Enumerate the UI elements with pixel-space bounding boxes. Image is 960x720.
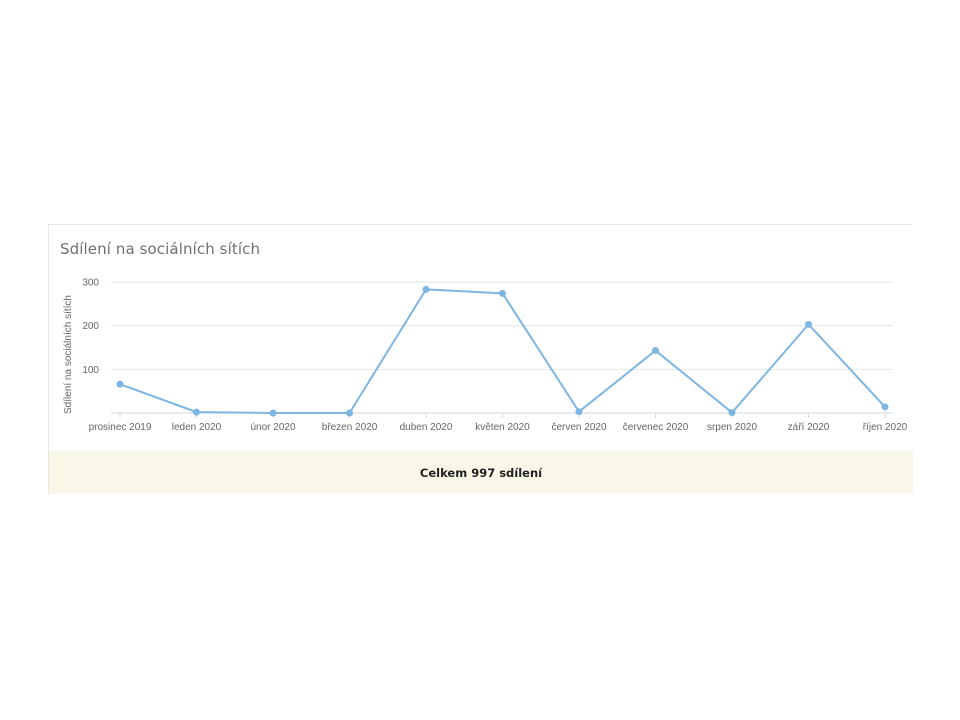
x-tick-label: květen 2020 (475, 422, 530, 433)
data-point[interactable] (652, 347, 659, 355)
y-tick-label: 100 (82, 365, 99, 376)
y-tick-label: 200 (82, 321, 99, 332)
total-shares-footer: Celkem 997 sdílení (49, 451, 913, 494)
data-point[interactable] (422, 285, 430, 293)
x-tick-label: srpen 2020 (707, 422, 757, 433)
y-axis-label: Sdílení na sociálních sítích (63, 295, 74, 414)
x-tick-label: březen 2020 (322, 422, 378, 433)
data-point[interactable] (346, 409, 353, 417)
data-point[interactable] (575, 408, 583, 416)
data-point[interactable] (728, 409, 736, 417)
x-tick-label: únor 2020 (250, 422, 295, 433)
x-tick-label: prosinec 2019 (89, 422, 152, 433)
y-tick-label: 300 (82, 278, 99, 289)
series-path (119, 288, 886, 414)
x-tick-label: leden 2020 (172, 422, 222, 433)
y-axis-ticks: 100 200 300 (82, 278, 99, 376)
x-tick-label: říjen 2020 (863, 422, 908, 433)
x-axis: prosinec 2019 leden 2020 únor 2020 březen 2… (89, 412, 908, 433)
x-tick-label: červen 2020 (551, 422, 606, 433)
data-point[interactable] (805, 320, 812, 328)
line-chart: 100 200 300 Sdílení na sociálních sítích p… (63, 278, 908, 434)
gridlines (111, 281, 893, 370)
social-shares-card: Sdílení na sociálních sítích 100 200 300 S… (48, 224, 913, 494)
card-title: Sdílení na sociálních sítích (60, 240, 261, 258)
data-point[interactable] (499, 289, 506, 297)
data-point[interactable] (881, 403, 889, 411)
series-line (116, 285, 889, 417)
total-shares-label: Celkem 997 sdílení (419, 465, 543, 480)
data-point[interactable] (116, 380, 124, 388)
x-tick-label: duben 2020 (400, 422, 453, 433)
x-tick-label: červenec 2020 (623, 422, 689, 433)
data-point[interactable] (193, 408, 200, 416)
x-tick-label: září 2020 (788, 422, 830, 433)
data-point[interactable] (269, 409, 277, 417)
